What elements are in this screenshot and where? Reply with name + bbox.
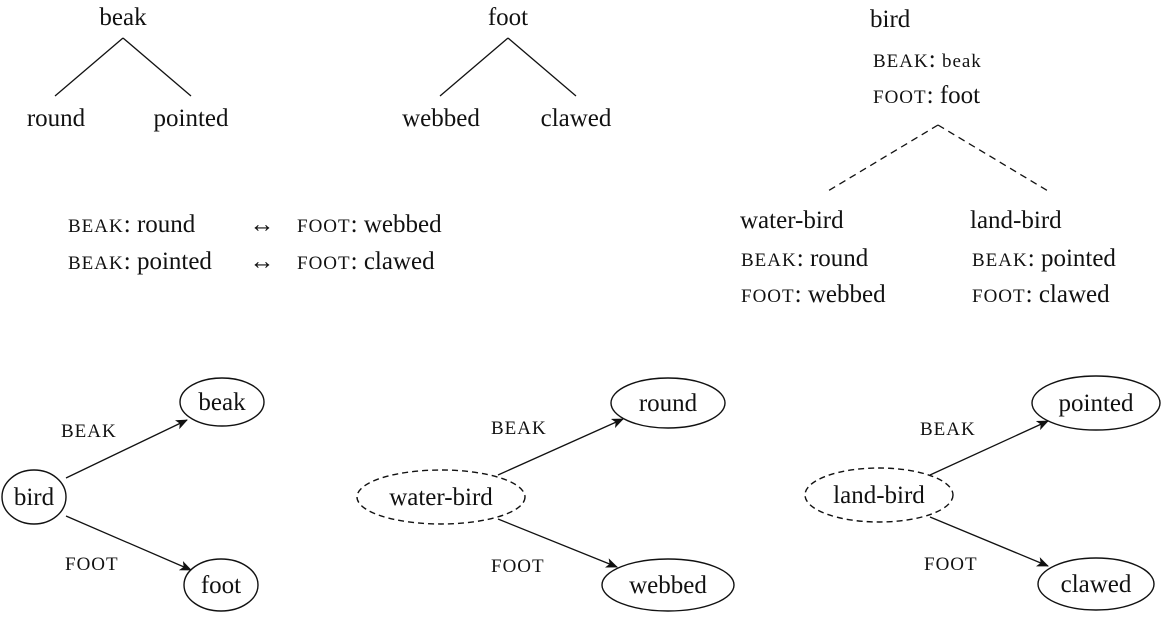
round-node-label: round [639, 390, 698, 417]
foot-edge-arrow [65, 515, 192, 571]
land-bird-node [804, 467, 954, 523]
foot-edge-label: FOOT [65, 554, 119, 575]
land-bird-feature-beak: BEAK: pointed [972, 245, 1116, 272]
webbed-node-label: webbed [629, 572, 707, 599]
foot-type-tree: foot webbed clawed [402, 4, 612, 132]
foot-tree-edge-right [507, 37, 577, 97]
land-bird-feature-graph: land-bird pointed clawed BEAK FOOT [804, 375, 1161, 611]
beak-tree-edge-right [122, 37, 192, 97]
bird-feature-beak: BEAK: beak [873, 46, 982, 73]
land-bird-feature-foot: FOOT: clawed [972, 281, 1110, 308]
beak-edge-arrow [929, 420, 1049, 476]
beak-tree-edge-left [54, 37, 124, 97]
water-bird-node-label: water-bird [389, 484, 493, 511]
water-bird-label: water-bird [740, 207, 844, 234]
bird-node [1, 469, 67, 525]
pointed-node [1031, 375, 1161, 431]
constraint-left: BEAK: round [68, 211, 196, 238]
foot-node-label: foot [201, 572, 241, 599]
beak-tree-root: beak [99, 4, 147, 31]
foot-edge-arrow [497, 518, 618, 568]
beak-edge-label: BEAK [920, 419, 976, 440]
water-bird-feature-graph: water-bird round webbed BEAK FOOT [356, 377, 735, 612]
beak-edge-arrow [65, 419, 188, 479]
clawed-node-label: clawed [1061, 571, 1132, 598]
foot-tree-root: foot [488, 4, 528, 31]
foot-edge-arrow [929, 516, 1049, 567]
bird-type-hierarchy: bird BEAK: beak FOOT: foot water-bird BE… [740, 6, 1116, 308]
bird-node-label: bird [14, 484, 55, 511]
webbed-node [601, 558, 735, 612]
foot-tree-edge-left [439, 37, 509, 97]
bird-root-label: bird [870, 6, 911, 33]
foot-tree-leaf-clawed: clawed [541, 105, 612, 132]
beak-node [179, 377, 265, 427]
foot-node [183, 558, 259, 612]
constraint-right: FOOT: webbed [297, 211, 442, 238]
beak-edge-label: BEAK [491, 418, 547, 439]
biconditional-symbol: ↔ [250, 211, 275, 238]
land-bird-node-label: land-bird [833, 482, 925, 509]
constraint-left: BEAK: pointed [68, 248, 212, 275]
land-bird-label: land-bird [970, 207, 1062, 234]
clawed-node [1037, 557, 1155, 611]
beak-tree-leaf-round: round [27, 105, 86, 132]
constraint-row: BEAK: pointed ↔ FOOT: clawed [68, 248, 435, 275]
water-bird-feature-beak: BEAK: round [741, 245, 869, 272]
water-bird-node [356, 469, 526, 525]
beak-tree-leaf-pointed: pointed [154, 105, 229, 132]
foot-tree-leaf-webbed: webbed [402, 105, 480, 132]
hierarchy-edge-land-bird [937, 124, 1049, 192]
beak-edge-label: BEAK [61, 421, 117, 442]
constraint-right: FOOT: clawed [297, 248, 435, 275]
pointed-node-label: pointed [1059, 390, 1134, 417]
foot-edge-label: FOOT [491, 556, 545, 577]
bird-feature-foot: FOOT: foot [873, 82, 980, 109]
beak-node-label: beak [198, 389, 246, 416]
constraint-row: BEAK: round ↔ FOOT: webbed [68, 211, 442, 238]
beak-edge-arrow [497, 418, 624, 476]
round-node [610, 377, 726, 429]
water-bird-feature-foot: FOOT: webbed [741, 281, 886, 308]
bird-feature-graph: bird beak foot BEAK FOOT [1, 377, 265, 612]
foot-edge-label: FOOT [924, 554, 978, 575]
constraint-list: BEAK: round ↔ FOOT: webbed BEAK: pointed… [68, 211, 442, 275]
biconditional-symbol: ↔ [250, 248, 275, 275]
hierarchy-edge-water-bird [827, 124, 939, 192]
beak-type-tree: beak round pointed [27, 4, 229, 132]
